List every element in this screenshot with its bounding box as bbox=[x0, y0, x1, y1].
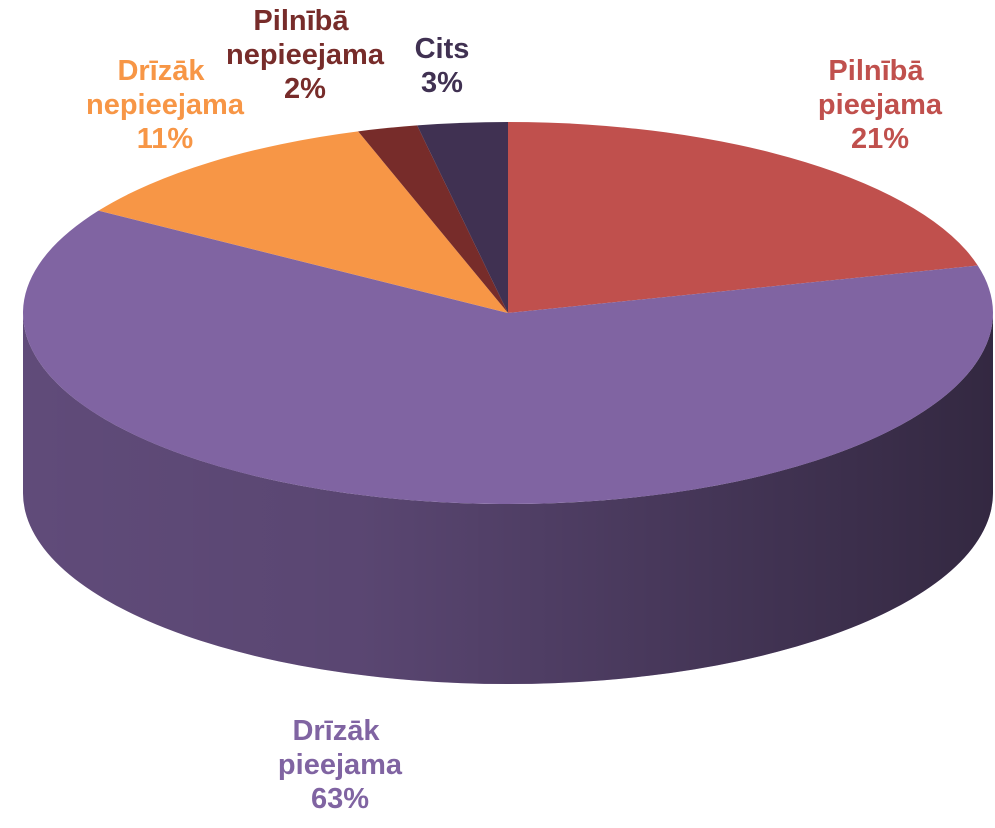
slice-label: Pilnībā nepieejama bbox=[226, 5, 385, 71]
slice bbox=[358, 125, 508, 313]
pie-tops bbox=[22, 122, 993, 504]
value-label: 2% bbox=[284, 73, 326, 105]
slice bbox=[417, 122, 508, 313]
value-label: 21% bbox=[851, 123, 909, 155]
slice bbox=[508, 122, 978, 313]
slice-label: Cits bbox=[415, 33, 470, 65]
slice bbox=[98, 131, 509, 313]
slice-label: Drīzāk pieejama bbox=[278, 715, 403, 781]
pie-sides bbox=[23, 313, 993, 684]
value-label: 11% bbox=[137, 123, 194, 155]
slice-label: Drīzāk nepieejama bbox=[86, 55, 245, 121]
slice-side-shade bbox=[23, 313, 993, 684]
slice-label: Pilnībā pieejama bbox=[818, 55, 943, 121]
slice bbox=[22, 210, 993, 504]
value-label: 63% bbox=[311, 783, 369, 815]
value-label: 3% bbox=[421, 67, 463, 99]
